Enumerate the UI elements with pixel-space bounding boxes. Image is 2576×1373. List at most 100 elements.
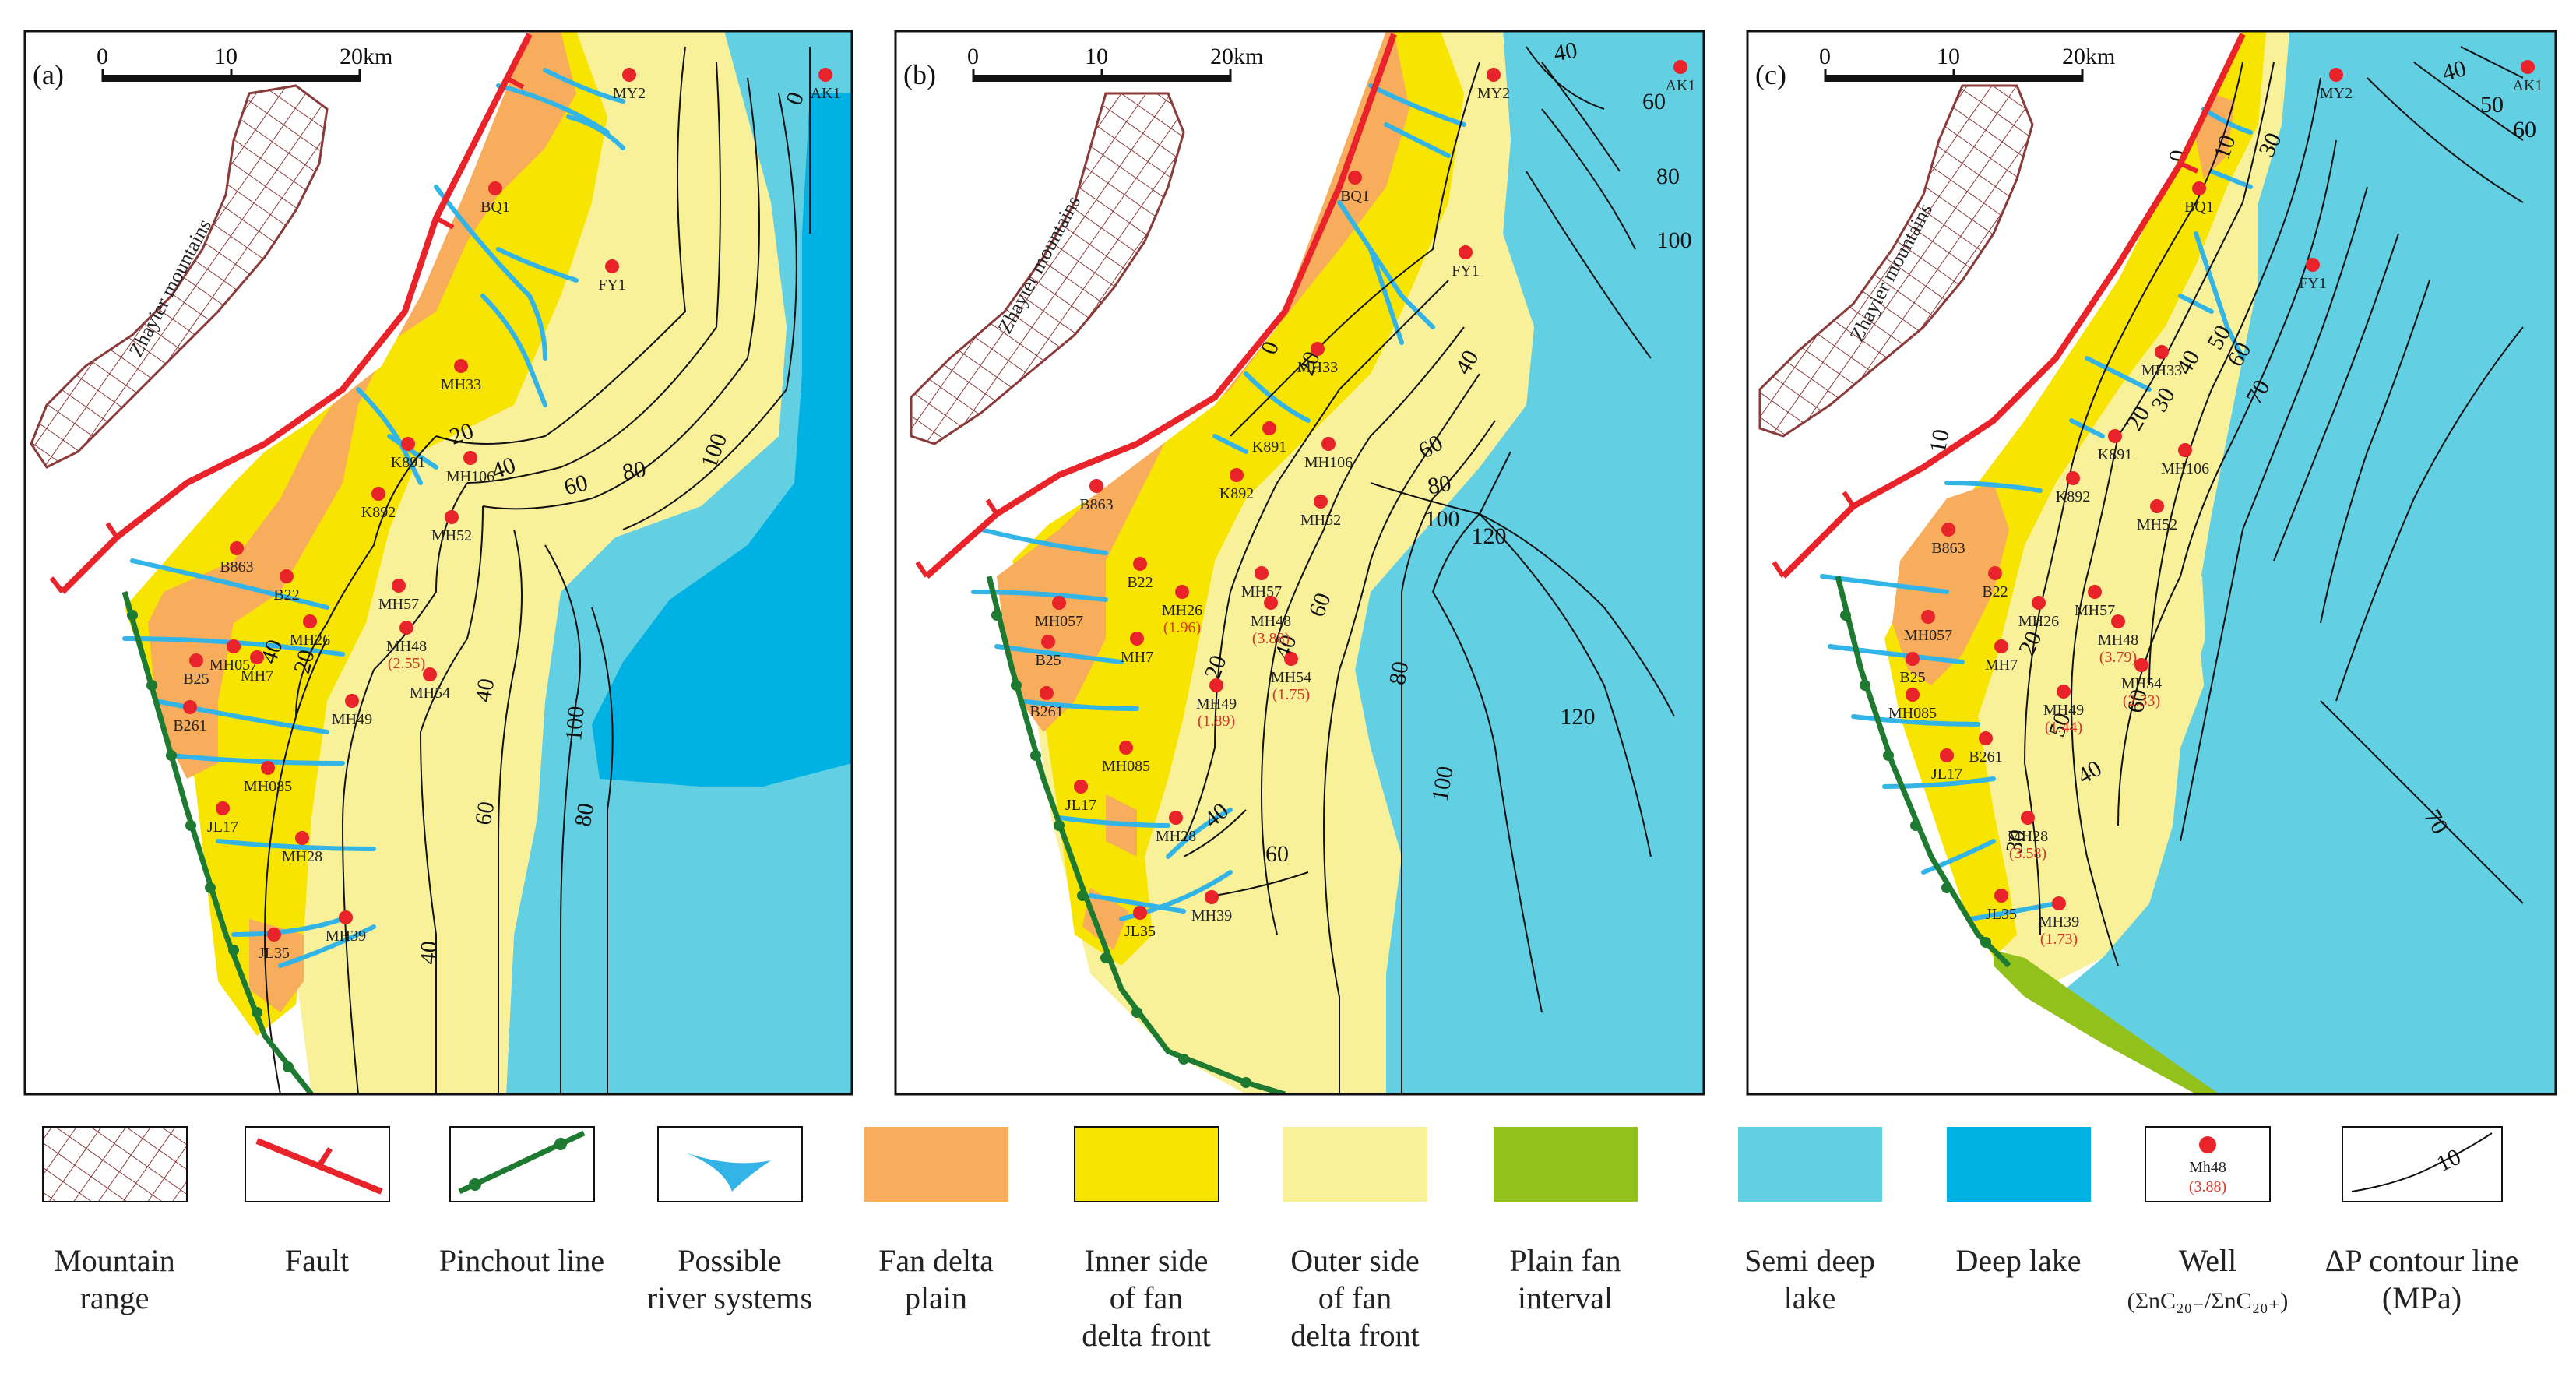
well-name: JL35 bbox=[1124, 923, 1156, 940]
well-dot bbox=[1994, 889, 2008, 903]
well-name: MH057 bbox=[1904, 627, 1952, 644]
well-name: MH52 bbox=[431, 527, 472, 544]
well-name: AK1 bbox=[1666, 77, 1696, 94]
fan-delta-plain-area bbox=[1082, 888, 1129, 950]
inner-front-area bbox=[125, 31, 607, 1036]
well-dot bbox=[423, 667, 437, 681]
contour-label: 60 bbox=[2123, 688, 2152, 715]
well-dot bbox=[605, 259, 619, 273]
well-marker: JL35 bbox=[259, 928, 290, 962]
well-marker: B22 bbox=[1982, 566, 2008, 600]
well-marker: K892 bbox=[1219, 468, 1254, 502]
well-dot bbox=[1264, 596, 1278, 610]
well-name: B22 bbox=[1982, 583, 2008, 600]
well-marker: JL17 bbox=[207, 801, 238, 836]
well-marker: MH7 bbox=[1121, 632, 1153, 666]
well-marker: MH33 bbox=[1297, 342, 1338, 376]
legend-inner-front-swatch bbox=[1074, 1126, 1219, 1202]
well-dot bbox=[818, 68, 832, 82]
well-marker: MH057 bbox=[1904, 610, 1952, 644]
well-dot bbox=[295, 831, 309, 845]
panel-frame bbox=[894, 30, 1705, 1096]
well-name: MH49 bbox=[1196, 695, 1237, 713]
panel-label: (c) bbox=[1755, 59, 1786, 90]
well-marker: MH057 bbox=[209, 639, 258, 674]
legend-label-river: Possible bbox=[677, 1243, 781, 1278]
fan-delta-plain-area bbox=[249, 919, 304, 1012]
legend-label-plain_fan_interval: Plain fan bbox=[1509, 1243, 1621, 1278]
contour-label: 80 bbox=[1385, 660, 1414, 687]
well-marker: MY2 bbox=[613, 68, 646, 102]
well-name: MY2 bbox=[2320, 85, 2353, 102]
inner-front-area bbox=[1884, 31, 2266, 958]
well-dot bbox=[463, 451, 477, 465]
well-dot bbox=[2032, 596, 2046, 610]
well-name: BQ1 bbox=[480, 199, 510, 216]
well-name: B261 bbox=[1029, 703, 1063, 720]
well-dot bbox=[1040, 686, 1054, 700]
well-name: JL35 bbox=[1986, 906, 2017, 923]
well-marker: B261 bbox=[1029, 686, 1064, 720]
well-dot bbox=[267, 928, 281, 942]
well-dot bbox=[445, 510, 459, 524]
well-name: MH26 bbox=[290, 632, 330, 649]
well-name: B863 bbox=[1931, 540, 1965, 557]
well-marker: MH33 bbox=[2141, 345, 2182, 379]
well-marker: B22 bbox=[1127, 557, 1153, 591]
well-name: MY2 bbox=[1477, 85, 1510, 102]
well-ratio: (3.58) bbox=[2009, 845, 2046, 862]
contour-lines bbox=[2023, 46, 2524, 966]
well-name: MH28 bbox=[1156, 828, 1196, 845]
well-marker: JL35 bbox=[1986, 889, 2017, 923]
well-dot bbox=[2178, 443, 2192, 457]
well-marker: MH52 bbox=[1300, 495, 1341, 529]
well-marker: MH106 bbox=[1304, 437, 1353, 471]
legend-outer-front-swatch bbox=[1283, 1127, 1427, 1202]
contour-label: 30 bbox=[2001, 828, 2031, 855]
pinchout-markers bbox=[1840, 610, 1991, 948]
well-name: FY1 bbox=[598, 276, 626, 294]
well-name: JL17 bbox=[1931, 766, 1962, 783]
well-name: MH57 bbox=[2075, 602, 2115, 619]
well-marker: MH48(3.88) bbox=[1251, 596, 1291, 647]
well-name: AK1 bbox=[2513, 77, 2543, 94]
fault-ticks bbox=[915, 498, 999, 578]
legend-semi-deep-lake-swatch bbox=[1738, 1127, 1882, 1202]
well-name: MH48 bbox=[1251, 613, 1291, 630]
map-panel-c: Zhayier mountains bbox=[1746, 30, 2557, 1096]
wells: AK1 MY2 BQ1 FY1 MH33 K891 MH106 K892 MH52 B863 B22… bbox=[1029, 60, 1695, 940]
well-dot bbox=[399, 621, 413, 635]
legend-label-inner_front: Inner side bbox=[1085, 1243, 1209, 1278]
wells: AK1 MY2 BQ1 FY1 MH33 K891 MH106 K892 MH52 B863 B22… bbox=[1888, 60, 2543, 948]
legend-label-well: Well bbox=[2179, 1243, 2237, 1278]
well-marker: JL17 bbox=[1065, 780, 1096, 814]
well-name: MH28 bbox=[2008, 828, 2048, 845]
well-name: MH106 bbox=[2161, 460, 2209, 477]
river-systems bbox=[1820, 107, 2253, 921]
well-dot bbox=[371, 487, 385, 501]
well-dot bbox=[303, 614, 317, 628]
legend-well-swatch: Mh48 (3.88) bbox=[2145, 1126, 2271, 1202]
well-dot bbox=[250, 650, 264, 664]
well-marker: MH39(1.73) bbox=[2039, 896, 2079, 948]
legend-label-well: (ΣnC₂₀₋/ΣnC₂₀₊) bbox=[2127, 1288, 2289, 1314]
contour-label: 40 bbox=[1552, 37, 1579, 67]
well-marker: MH26(1.96) bbox=[1162, 585, 1202, 636]
well-dot bbox=[1119, 741, 1133, 755]
well-name: FY1 bbox=[1452, 262, 1480, 280]
well-marker: MH7 bbox=[1985, 639, 2018, 674]
well-dot bbox=[216, 801, 230, 815]
well-ratio: (2.33) bbox=[2123, 692, 2160, 709]
well-ratio: (1.73) bbox=[2040, 931, 2078, 948]
panel-frame bbox=[23, 30, 853, 1096]
scale-label-0: 0 bbox=[97, 44, 108, 69]
fault-line bbox=[924, 33, 1397, 579]
legend-mountain-swatch bbox=[42, 1126, 188, 1202]
well-dot bbox=[1089, 479, 1103, 493]
well-marker: K892 bbox=[361, 487, 396, 521]
well-dot bbox=[189, 653, 203, 667]
well-dot bbox=[1979, 731, 1993, 745]
well-name: MY2 bbox=[613, 85, 646, 102]
well-marker: MH26 bbox=[290, 614, 330, 649]
